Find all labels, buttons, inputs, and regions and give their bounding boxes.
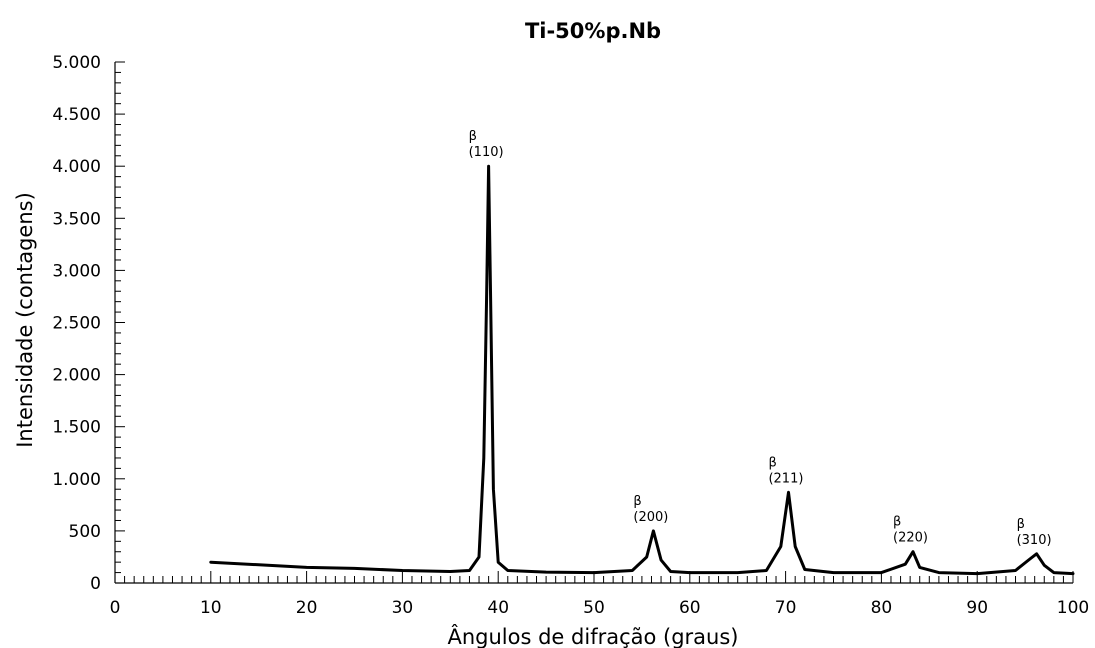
tick-labels: 0 10 20 30 40 50 60 70 80 90 100 0 500 1.000 1.500 2.00… (52, 53, 1089, 618)
ticks (114, 61, 1074, 584)
peak-phase-label: β (1017, 517, 1025, 532)
y-axis-label: Intensidade (contagens) (13, 192, 37, 448)
peak-phase-label: β (893, 515, 901, 530)
x-tick-label: 10 (200, 598, 222, 618)
peak-index-label: (200) (633, 510, 668, 525)
peak-index-label: (211) (768, 471, 803, 486)
y-tick-label: 3.500 (52, 209, 101, 229)
y-tick-label: 500 (69, 522, 101, 542)
y-tick-label: 2.500 (52, 314, 101, 334)
peak-phase-label: β (469, 129, 477, 144)
x-tick-label: 50 (583, 598, 605, 618)
y-tick-label: 3.000 (52, 261, 101, 281)
x-tick-label: 30 (392, 598, 414, 618)
axes (114, 62, 1073, 584)
chart-title: Ti-50%p.Nb (525, 19, 661, 43)
peak-phase-label: β (633, 494, 641, 509)
x-axis-label: Ângulos de difração (graus) (447, 624, 738, 648)
x-tick-label: 40 (487, 598, 509, 618)
peak-index-label: (220) (893, 531, 928, 546)
peak-index-label: (110) (469, 145, 504, 160)
y-tick-label: 4.000 (52, 157, 101, 177)
x-tick-label: 20 (296, 598, 318, 618)
y-tick-label: 5.000 (52, 53, 101, 73)
y-tick-label: 1.000 (52, 470, 101, 490)
series-line (209, 164, 1075, 576)
x-tick-label: 100 (1057, 598, 1089, 618)
y-tick-label: 1.500 (52, 418, 101, 438)
y-tick-label: 4.500 (52, 105, 101, 125)
y-tick-label: 2.000 (52, 366, 101, 386)
x-tick-label: 60 (679, 598, 701, 618)
peak-index-label: (310) (1017, 533, 1052, 548)
peak-labels: β(110)β(200)β(211)β(220)β(310) (469, 129, 1052, 548)
x-tick-label: 0 (110, 598, 121, 618)
x-tick-label: 80 (871, 598, 893, 618)
y-tick-label: 0 (90, 574, 101, 594)
x-tick-label: 90 (966, 598, 988, 618)
peak-phase-label: β (768, 455, 776, 470)
x-tick-label: 70 (775, 598, 797, 618)
